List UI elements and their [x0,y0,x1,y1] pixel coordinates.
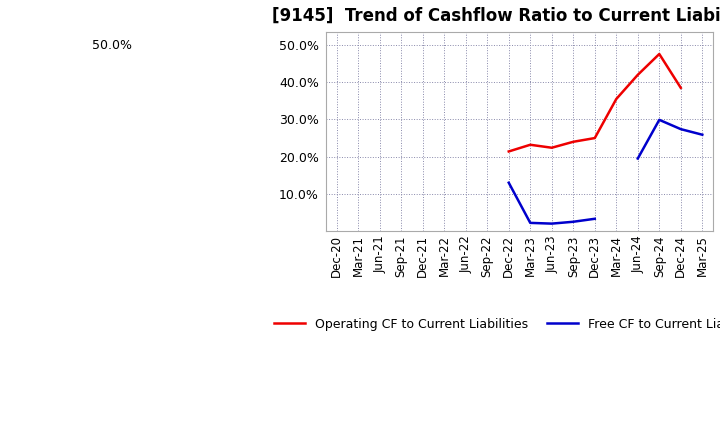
Operating CF to Current Liabilities [677,85,685,91]
Operating CF to Current Liabilities [655,51,664,57]
Operating CF to Current Liabilities [634,72,642,77]
Operating CF to Current Liabilities [547,145,556,150]
Free CF to Current Liabilities [526,220,534,226]
Free CF to Current Liabilities [505,180,513,185]
Operating CF to Current Liabilities [590,136,599,141]
Text: 50.0%: 50.0% [92,39,132,51]
Line: Free CF to Current Liabilities: Free CF to Current Liabilities [509,183,595,224]
Operating CF to Current Liabilities [505,149,513,154]
Operating CF to Current Liabilities [569,139,577,144]
Free CF to Current Liabilities [590,216,599,221]
Free CF to Current Liabilities [569,219,577,224]
Operating CF to Current Liabilities [612,96,621,102]
Legend: Operating CF to Current Liabilities, Free CF to Current Liabilities: Operating CF to Current Liabilities, Fre… [269,313,720,336]
Line: Operating CF to Current Liabilities: Operating CF to Current Liabilities [509,54,681,151]
Title: [9145]  Trend of Cashflow Ratio to Current Liabilities: [9145] Trend of Cashflow Ratio to Curren… [272,7,720,25]
Operating CF to Current Liabilities [526,142,534,147]
Free CF to Current Liabilities [547,221,556,226]
